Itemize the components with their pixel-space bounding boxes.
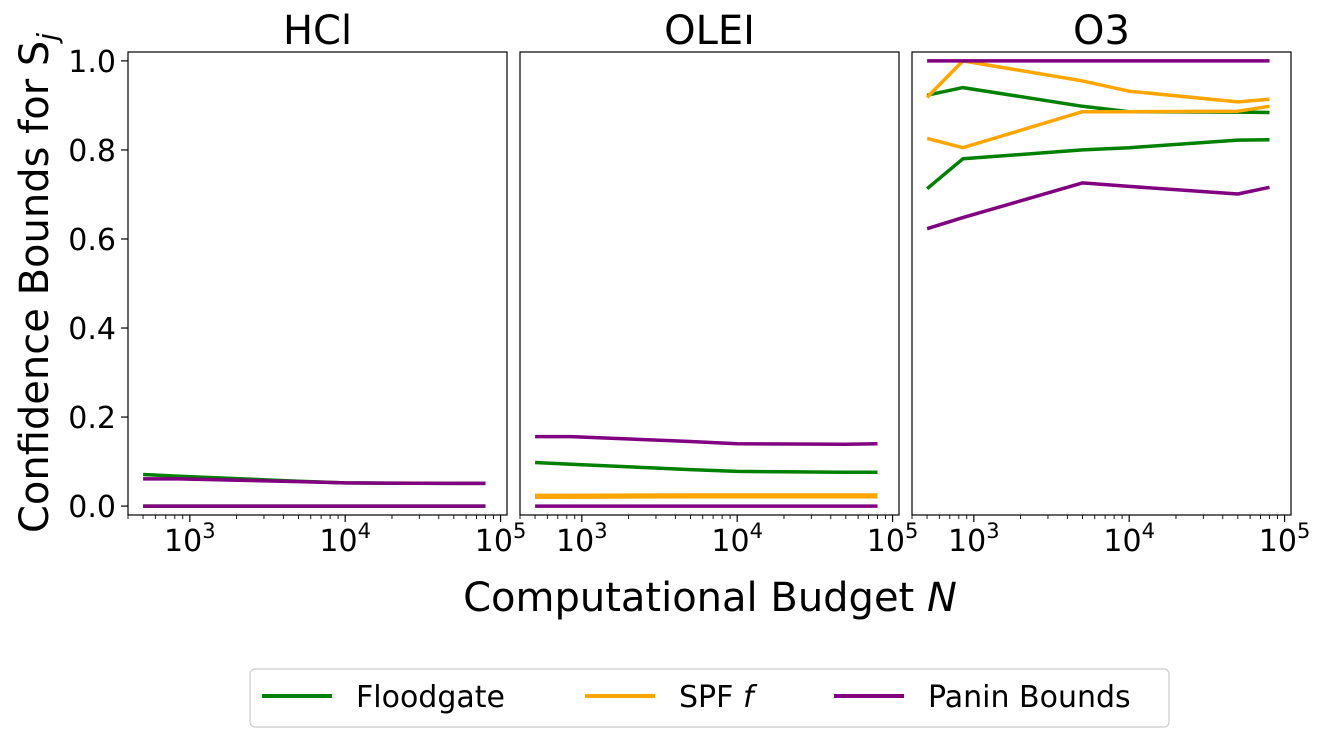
x-tick-exponent: 5 bbox=[513, 519, 526, 543]
legend-label-text: Floodgate bbox=[356, 680, 505, 715]
x-tick-exponent: 3 bbox=[986, 519, 999, 543]
legend-label: Panin Bounds bbox=[928, 680, 1131, 715]
y-axis-label-text: Confidence Bounds for S bbox=[12, 41, 58, 533]
x-tick-exponent: 4 bbox=[1142, 519, 1155, 543]
x-tick-label: 103 bbox=[948, 519, 1000, 559]
x-tick-label: 103 bbox=[164, 519, 216, 559]
x-tick-base: 10 bbox=[556, 524, 594, 559]
series-line-floodgate-upper bbox=[535, 463, 877, 473]
x-tick-label: 104 bbox=[711, 519, 763, 559]
x-axis-label-text: Computational Budget bbox=[463, 575, 927, 621]
x-tick-exponent: 3 bbox=[202, 519, 215, 543]
legend-label-text: SPF bbox=[679, 680, 743, 715]
x-tick-label: 105 bbox=[1259, 519, 1311, 559]
panel-title: OLEI bbox=[664, 8, 755, 54]
x-tick-base: 10 bbox=[711, 524, 749, 559]
series-line-spf-f-upper bbox=[927, 61, 1269, 102]
axes-frame bbox=[912, 52, 1291, 515]
legend: Floodgate SPF f Panin Bounds bbox=[250, 669, 1169, 727]
panel-title: O3 bbox=[1073, 8, 1130, 54]
axes-frame bbox=[128, 52, 507, 515]
x-tick-label: 105 bbox=[475, 519, 527, 559]
x-tick-base: 10 bbox=[319, 524, 357, 559]
x-tick-label: 104 bbox=[1103, 519, 1155, 559]
y-axis-label: Confidence Bounds for Sj bbox=[12, 33, 64, 533]
x-tick-base: 10 bbox=[1259, 524, 1297, 559]
x-tick-exponent: 5 bbox=[905, 519, 918, 543]
x-tick-exponent: 4 bbox=[358, 519, 371, 543]
series-line-floodgate-lower bbox=[927, 140, 1269, 189]
series-line-panin-bounds-upper bbox=[535, 437, 877, 445]
legend-label-text: Panin Bounds bbox=[928, 680, 1131, 715]
x-tick-exponent: 5 bbox=[1297, 519, 1310, 543]
x-tick-base: 10 bbox=[475, 524, 513, 559]
y-tick-label: 1.0 bbox=[68, 45, 116, 80]
y-tick-label: 0.0 bbox=[68, 490, 116, 525]
x-axis-label-variable: N bbox=[927, 575, 957, 621]
x-tick-base: 10 bbox=[867, 524, 905, 559]
x-tick-exponent: 4 bbox=[750, 519, 763, 543]
y-tick-label: 0.8 bbox=[68, 134, 116, 169]
legend-label: Floodgate bbox=[356, 680, 505, 715]
x-tick-base: 10 bbox=[164, 524, 202, 559]
y-tick-label: 0.6 bbox=[68, 223, 116, 258]
series-line-panin-bounds-lower bbox=[927, 183, 1269, 229]
y-tick-label: 0.4 bbox=[68, 312, 116, 347]
x-tick-label: 103 bbox=[556, 519, 608, 559]
x-tick-base: 10 bbox=[948, 524, 986, 559]
x-tick-label: 105 bbox=[867, 519, 919, 559]
x-tick-label: 104 bbox=[319, 519, 371, 559]
y-tick-label: 0.2 bbox=[68, 401, 116, 436]
panel-title: HCl bbox=[283, 8, 352, 54]
x-axis-label: Computational Budget N bbox=[463, 575, 957, 621]
series-line-panin-bounds-upper bbox=[143, 479, 485, 484]
legend-label: SPF f bbox=[679, 680, 758, 715]
x-tick-base: 10 bbox=[1103, 524, 1141, 559]
x-tick-exponent: 3 bbox=[594, 519, 607, 543]
